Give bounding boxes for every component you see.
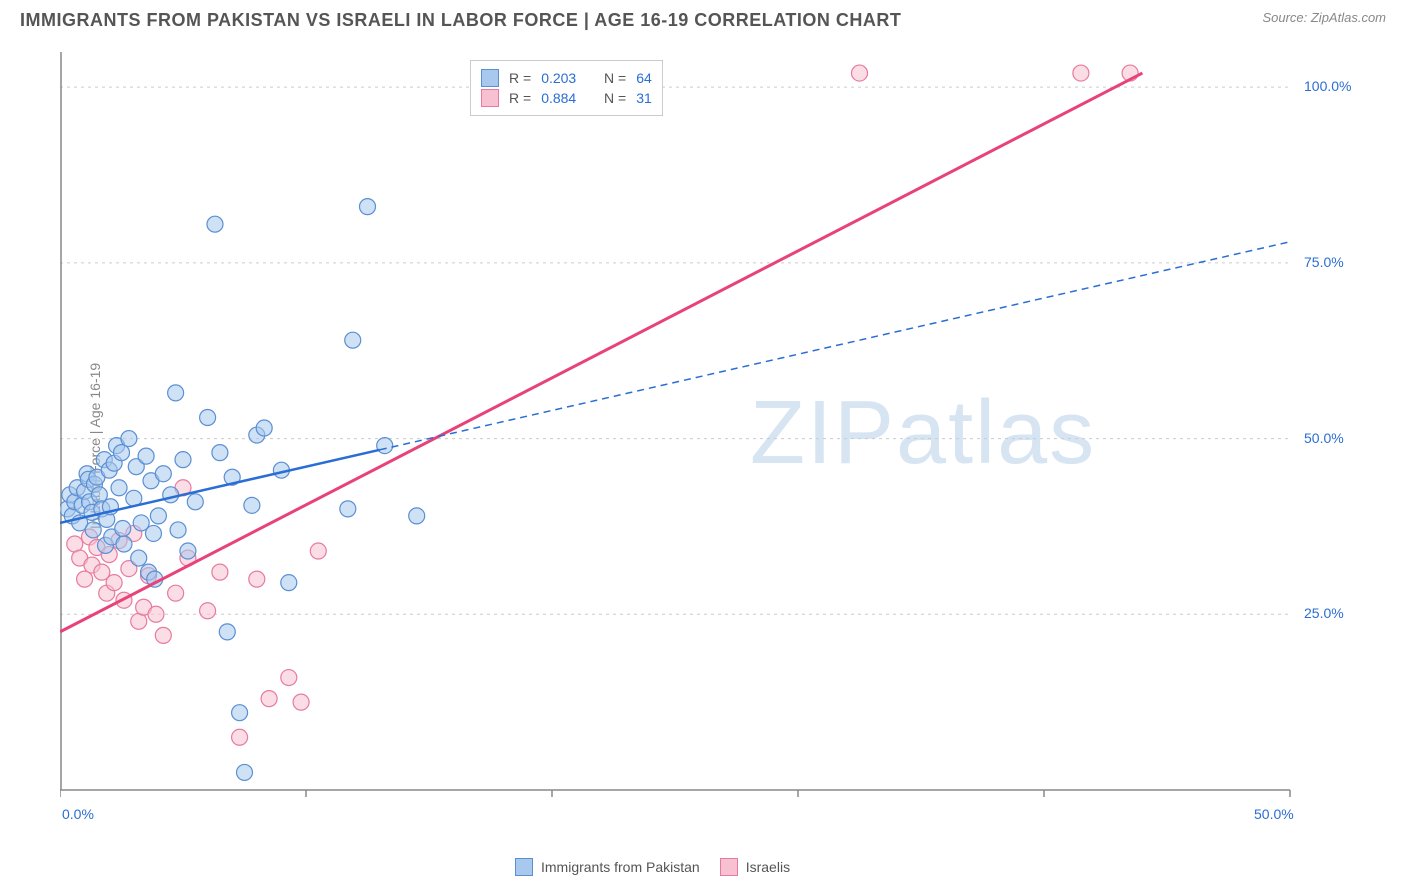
scatter-plot-svg xyxy=(60,52,1380,820)
r-value-series1: 0.203 xyxy=(541,70,576,86)
page-title: IMMIGRANTS FROM PAKISTAN VS ISRAELI IN L… xyxy=(20,10,901,31)
y-tick-label: 100.0% xyxy=(1304,78,1351,94)
legend-label-series2: Israelis xyxy=(746,859,790,875)
legend-label-series1: Immigrants from Pakistan xyxy=(541,859,700,875)
r-value-series2: 0.884 xyxy=(541,90,576,106)
n-value-series2: 31 xyxy=(636,90,652,106)
legend-row-series1: R = 0.203 N = 64 xyxy=(481,69,652,87)
n-value-series1: 64 xyxy=(636,70,652,86)
swatch-series1 xyxy=(515,858,533,876)
source-attribution: Source: ZipAtlas.com xyxy=(1262,10,1386,25)
x-tick-label: 0.0% xyxy=(62,806,94,822)
legend-item-series2: Israelis xyxy=(720,858,790,876)
y-tick-label: 75.0% xyxy=(1304,254,1344,270)
r-label: R = xyxy=(509,90,531,106)
swatch-series2 xyxy=(720,858,738,876)
x-tick-label: 50.0% xyxy=(1254,806,1294,822)
swatch-series2 xyxy=(481,89,499,107)
chart-area: ZIPatlas R = 0.203 N = 64 R = 0.884 N = … xyxy=(60,52,1380,820)
y-tick-label: 50.0% xyxy=(1304,430,1344,446)
series-legend: Immigrants from Pakistan Israelis xyxy=(515,858,790,876)
y-tick-label: 25.0% xyxy=(1304,605,1344,621)
legend-row-series2: R = 0.884 N = 31 xyxy=(481,89,652,107)
correlation-legend: R = 0.203 N = 64 R = 0.884 N = 31 xyxy=(470,60,663,116)
r-label: R = xyxy=(509,70,531,86)
legend-item-series1: Immigrants from Pakistan xyxy=(515,858,700,876)
n-label: N = xyxy=(604,70,626,86)
swatch-series1 xyxy=(481,69,499,87)
n-label: N = xyxy=(604,90,626,106)
